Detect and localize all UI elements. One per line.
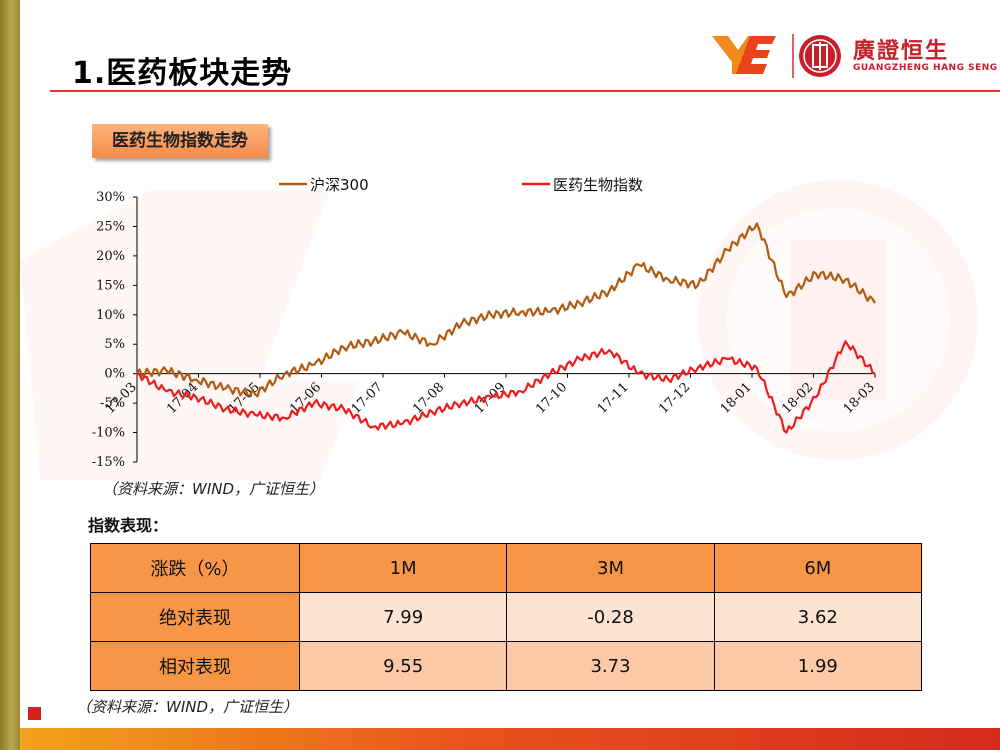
y-tick-label: 5%: [104, 337, 125, 352]
brand-logo: [712, 34, 841, 78]
watermark-logo-icon: [20, 180, 978, 480]
table-header-cell: 3M: [506, 543, 715, 593]
table-cell: 9.55: [298, 641, 508, 691]
x-tick-label: 18-01: [718, 380, 755, 417]
y-tick-label: 10%: [96, 308, 125, 323]
series-line-pharma: [136, 340, 876, 434]
seal-logo-icon: [799, 35, 841, 77]
table-cell: 3.62: [713, 592, 923, 642]
y-tick-label: 15%: [96, 278, 125, 293]
legend-label: 沪深300: [310, 176, 369, 194]
table-row-label: 相对表现: [90, 641, 300, 691]
table-header-cell: 涨跌（%）: [90, 543, 300, 593]
table-header-cell: 1M: [298, 543, 508, 593]
y-tick-label: 30%: [96, 190, 125, 205]
performance-table: 涨跌（%） 1M 3M 6M 绝对表现 7.99 -0.28 3.62 相对表现…: [90, 543, 923, 691]
slide-title: 1.医药板块走势: [72, 56, 293, 91]
y-tick-label: 25%: [96, 219, 125, 234]
series-line-hs300: [136, 222, 876, 398]
y-tick-label: -10%: [92, 426, 125, 441]
table-row-label: 绝对表现: [90, 592, 300, 642]
x-tick-label: 18-03: [841, 380, 878, 417]
table-title: 指数表现：: [88, 516, 169, 535]
bottom-decor-bar: [20, 728, 1000, 750]
y-tick-label: 20%: [96, 249, 125, 264]
table-row: 相对表现 9.55 3.73 1.99: [90, 641, 923, 691]
table-row: 绝对表现 7.99 -0.28 3.62: [90, 592, 923, 642]
line-chart: 30%25%20%15%10%5%0%-5%-10%-15%17-03 17-04…: [92, 176, 878, 470]
y-tick-label: -5%: [100, 396, 125, 411]
table-header-row: 涨跌（%） 1M 3M 6M: [90, 543, 923, 593]
x-tick-label: 18-02: [779, 380, 816, 417]
title-rule: [50, 90, 1000, 92]
left-decor-bar: [0, 0, 20, 750]
legend-label: 医药生物指数: [553, 176, 643, 194]
x-tick-label: 17-12: [656, 380, 693, 417]
chart-source-note: （资料来源：WIND，广证恒生）: [102, 480, 325, 498]
table-cell: 3.73: [506, 641, 715, 691]
y-tick-label: -15%: [92, 455, 125, 470]
chart-heading: 医药生物指数走势: [92, 124, 268, 158]
brand-name: 廣證恒生: [853, 39, 950, 64]
corner-square-icon: [28, 707, 41, 720]
table-cell: 7.99: [298, 592, 508, 642]
table-cell: -0.28: [506, 592, 715, 642]
table-header-cell: 6M: [713, 543, 923, 593]
x-tick-label: 17-07: [349, 380, 386, 417]
x-tick-label: 17-10: [533, 380, 570, 417]
table-cell: 1.99: [713, 641, 923, 691]
x-tick-label: 17-11: [595, 380, 632, 417]
brand-subtitle: GUANGZHENG HANG SENG: [853, 63, 998, 73]
y-tick-label: 0%: [104, 367, 125, 382]
ye-logo-icon: [712, 36, 776, 74]
table-source-note: （资料来源：WIND，广证恒生）: [76, 698, 299, 716]
